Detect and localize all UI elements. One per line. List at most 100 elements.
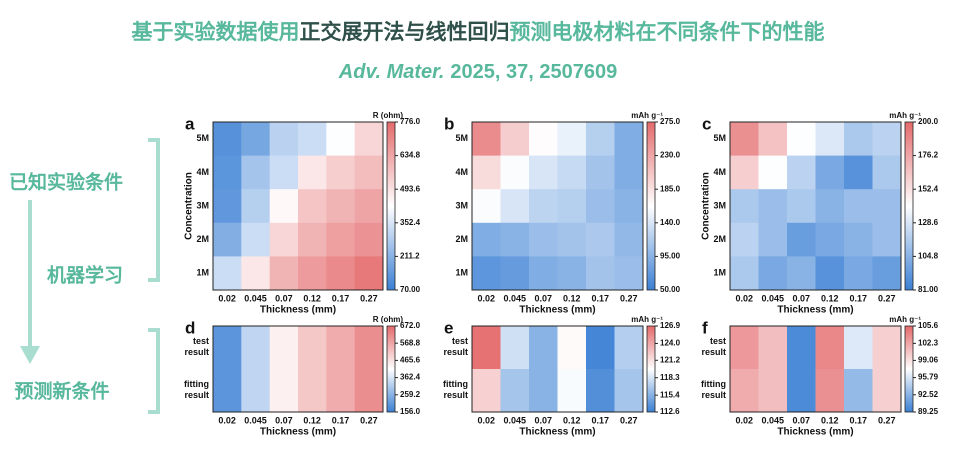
heatmap-cell xyxy=(326,369,356,413)
heatmap-cell xyxy=(872,256,902,291)
colorbar xyxy=(646,121,656,291)
heatmap-cell xyxy=(354,122,384,157)
heatmap-cell xyxy=(557,189,587,224)
plot-frame xyxy=(729,325,902,413)
y-tick-label: 5M xyxy=(196,133,209,143)
colorbar-tick-label: 185.0 xyxy=(660,184,681,193)
heatmap-cell xyxy=(844,326,873,370)
x-tick-label: 0.045 xyxy=(503,415,526,425)
plot-frame xyxy=(212,325,384,413)
heatmap-cell xyxy=(844,155,873,190)
heatmap-cell xyxy=(730,189,759,224)
colorbar-tick-label: 140.0 xyxy=(660,218,681,227)
x-tick-label: 0.07 xyxy=(534,293,552,303)
colorbar-tick-label: 211.2 xyxy=(400,252,420,261)
y-tick-line: result xyxy=(701,347,726,357)
y-tick-label: 4M xyxy=(455,167,468,177)
heatmap-cell xyxy=(844,369,873,413)
colorbar-tick-label: 275.0 xyxy=(660,117,681,126)
x-tick-label: 0.27 xyxy=(360,415,378,425)
y-tick-label: 4M xyxy=(713,167,726,177)
heatmap-cell xyxy=(500,189,530,224)
heatmap-cell xyxy=(815,189,845,224)
heatmap-cell xyxy=(269,122,299,157)
heatmap-cell xyxy=(326,222,356,257)
heatmap-cell xyxy=(614,122,644,157)
heatmap-cell xyxy=(213,189,242,224)
heatmap-cell xyxy=(844,222,873,257)
colorbar-tick-label: 121.2 xyxy=(660,355,681,364)
heatmap-cell xyxy=(730,369,759,413)
heatmap-cell xyxy=(298,155,327,190)
y-tick-line: fitting xyxy=(443,379,468,389)
x-tick-label: 0.045 xyxy=(761,293,784,303)
colorbar-tick-label: 102.3 xyxy=(918,338,939,347)
heatmap-cell xyxy=(213,256,242,291)
y-tick-label: 4M xyxy=(196,167,209,177)
heatmap-cell xyxy=(529,122,558,157)
title-part: 正交展开法与线性回归 xyxy=(300,20,510,44)
heatmap-cell xyxy=(500,155,530,190)
y-tick-label: 1M xyxy=(713,268,726,278)
colorbar-label: R (ohm) xyxy=(373,111,404,120)
heatmap-cell xyxy=(557,222,587,257)
heatmap-cell xyxy=(758,189,788,224)
y-tick-line: result xyxy=(443,390,468,400)
heatmap-cell xyxy=(730,222,759,257)
x-tick-label: 0.17 xyxy=(849,415,867,425)
heatmap-cell xyxy=(614,189,644,224)
heatmap-cell xyxy=(354,155,384,190)
y-tick-line: test xyxy=(452,336,468,346)
colorbar-tick-label: 152.4 xyxy=(918,184,939,193)
heatmap-cell xyxy=(500,122,530,157)
heatmap-cell xyxy=(241,369,271,413)
y-tick-label: 5M xyxy=(713,133,726,143)
heatmap-cell xyxy=(586,369,615,413)
y-tick-label: 3M xyxy=(713,200,726,210)
colorbar-tick-label: 465.6 xyxy=(400,356,421,365)
heatmap-cell xyxy=(557,122,587,157)
heatmap-cell xyxy=(614,326,644,370)
colorbar-tick-label: 776.0 xyxy=(400,117,421,126)
heatmap-cell xyxy=(815,122,845,157)
x-tick-label: 0.02 xyxy=(735,415,753,425)
heatmap-cell xyxy=(758,122,788,157)
x-tick-label: 0.02 xyxy=(218,415,236,425)
heatmap-cell xyxy=(269,326,299,370)
heatmap-cell xyxy=(269,369,299,413)
heatmap-cell xyxy=(872,326,902,370)
x-tick-label: 0.27 xyxy=(360,293,378,303)
x-tick-label: 0.12 xyxy=(821,293,839,303)
heatmap-cell xyxy=(815,256,845,291)
heatmap-cell xyxy=(557,369,587,413)
colorbar-tick-label: 568.8 xyxy=(400,338,421,347)
colorbar-tick-label: 126.9 xyxy=(660,321,681,330)
heatmap-cell xyxy=(614,256,644,291)
y-tick-label: 1M xyxy=(196,268,209,278)
colorbar-tick-label: 156.0 xyxy=(400,407,421,416)
y-tick-label: 5M xyxy=(455,133,468,143)
colorbar-tick-label: 672.0 xyxy=(400,321,421,330)
heatmap-cell xyxy=(269,155,299,190)
arrow-head xyxy=(20,346,40,364)
y-tick-label: test result xyxy=(184,336,209,357)
heatmap-cell xyxy=(758,256,788,291)
heatmap-cell xyxy=(557,256,587,291)
y-tick-label: test result xyxy=(701,336,726,357)
heatmap-cell xyxy=(472,369,501,413)
x-tick-label: 0.02 xyxy=(477,415,495,425)
plot-frame xyxy=(471,121,644,291)
y-tick-label: fitting result xyxy=(184,379,209,400)
heatmap-cell xyxy=(872,155,902,190)
panel-label: f xyxy=(702,318,708,337)
heatmap-cell xyxy=(213,326,242,370)
heatmap-cell xyxy=(730,256,759,291)
panel-label: c xyxy=(702,114,711,133)
colorbar-tick-label: 92.52 xyxy=(918,390,939,399)
x-axis-label: Thickness (mm) xyxy=(777,427,853,438)
heatmap-cell xyxy=(529,222,558,257)
colorbar-label: R (ohm) xyxy=(373,315,404,324)
colorbar xyxy=(646,325,656,413)
citation-text: 2025, 37, 2507609 xyxy=(450,61,617,83)
x-tick-label: 0.12 xyxy=(563,415,581,425)
